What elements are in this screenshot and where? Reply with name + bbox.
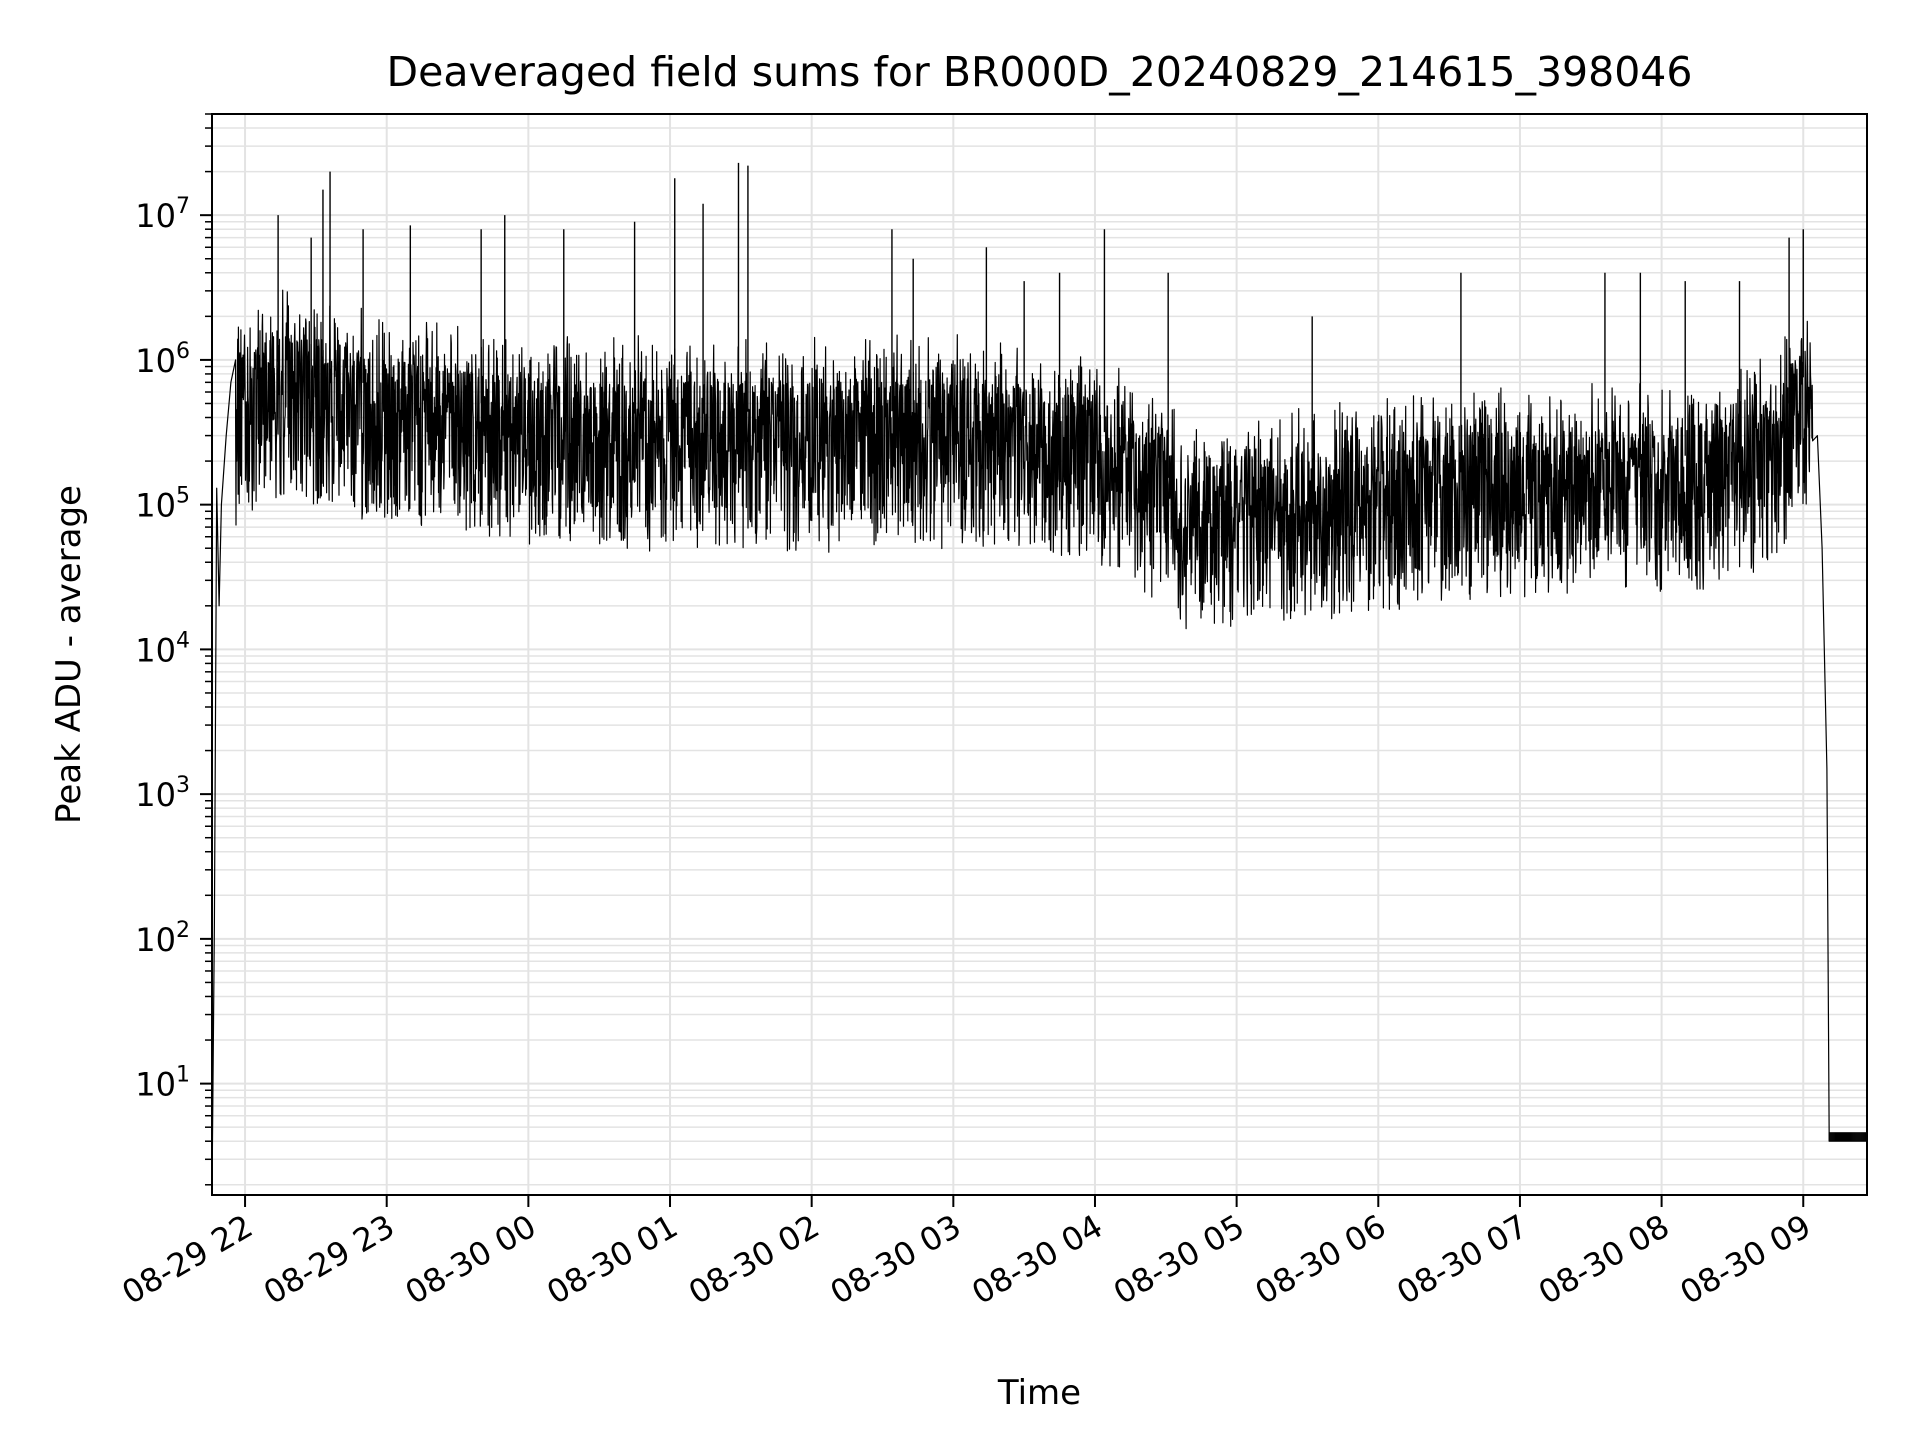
y-tick-label: 107 <box>135 194 190 235</box>
y-tick-label: 104 <box>135 628 190 669</box>
data-layer <box>211 162 1868 1196</box>
y-tick-label: 105 <box>135 484 190 525</box>
y-tick-label: 101 <box>135 1063 190 1104</box>
y-tick-label: 106 <box>135 339 190 380</box>
y-axis-label: Peak ADU - average <box>49 485 89 824</box>
plot-frame <box>211 113 1868 1196</box>
data-series-line <box>211 289 1867 1196</box>
y-tick-label: 102 <box>135 918 190 959</box>
chart-title: Deaveraged field sums for BR000D_2024082… <box>387 48 1693 96</box>
y-axis: 101 102 103 104 105 106 107 <box>135 113 212 1186</box>
grid <box>212 113 1867 1195</box>
x-axis-label: Time <box>997 1373 1081 1413</box>
y-tick-label: 103 <box>135 773 190 814</box>
